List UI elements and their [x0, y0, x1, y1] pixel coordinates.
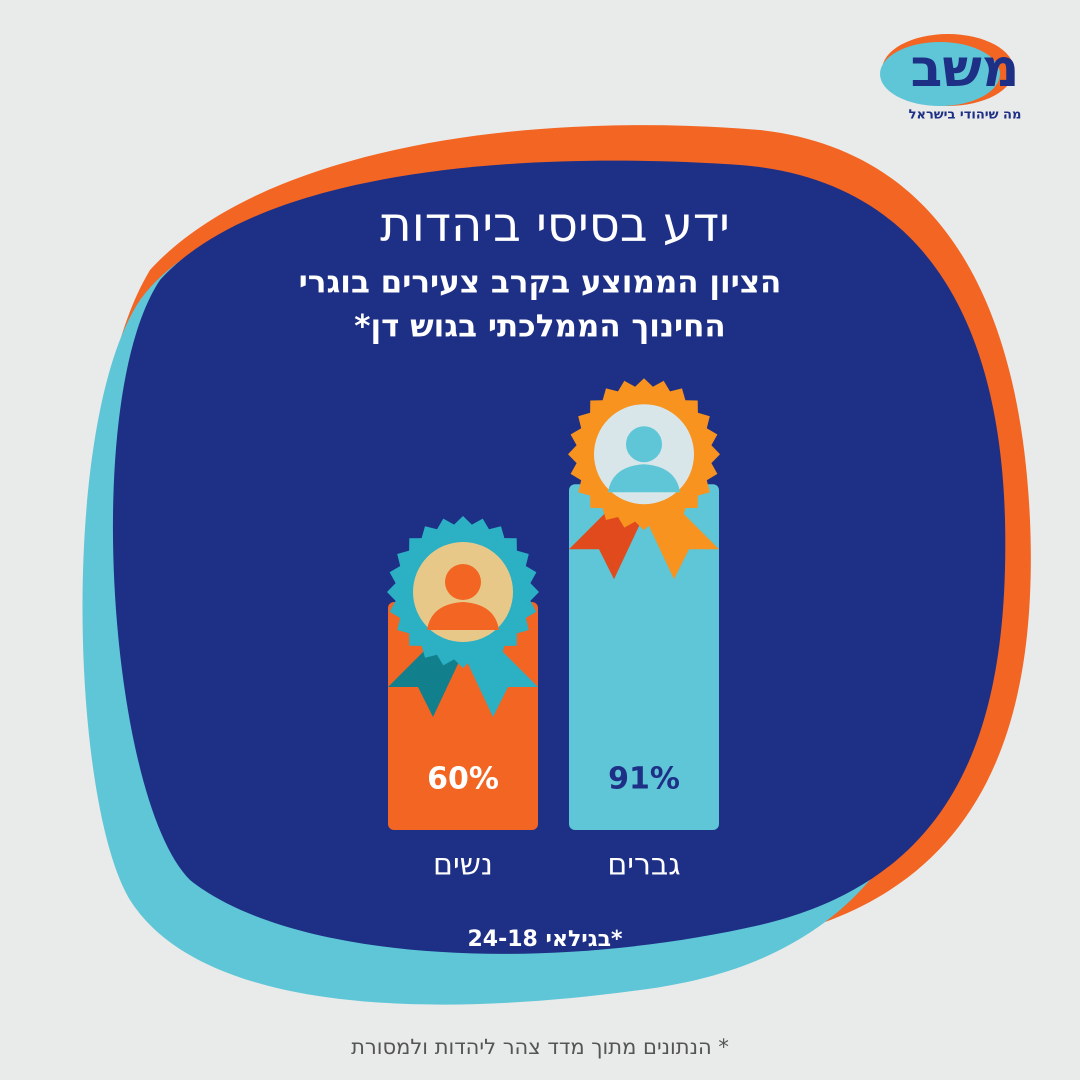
medal-body: [608, 464, 680, 493]
footer: * הנתונים מתוך מדד צהר ליהדות ולמסורת: [351, 1035, 729, 1059]
medal: [387, 516, 539, 717]
bar: [569, 484, 719, 830]
navy-blob: [112, 160, 1006, 954]
logo-tagline: מה שיהודי בישראל: [909, 108, 1022, 123]
value-label: 91%: [608, 762, 680, 797]
medal-head: [445, 564, 481, 600]
x-tick-label: נשים: [433, 848, 493, 883]
medal-body: [427, 602, 499, 630]
x-tick-label: גברים: [607, 848, 680, 883]
logo: משב מה שיהודי בישראל: [880, 34, 1021, 123]
medal-head: [626, 426, 662, 463]
logo-shape: [880, 42, 1000, 106]
value-label: 60%: [427, 762, 499, 797]
chart-title: ידע בסיסי ביהדות: [380, 197, 730, 253]
chart-subtitle: החינוך הממלכתי בגוש דן*: [354, 309, 725, 345]
medal: [568, 378, 720, 580]
logo-text: משב: [911, 39, 1020, 99]
chart-note: *בגילאי 24-18: [467, 927, 623, 952]
chart-subtitle: הציון הממוצע בקרב צעירים בוגרי: [299, 265, 782, 301]
